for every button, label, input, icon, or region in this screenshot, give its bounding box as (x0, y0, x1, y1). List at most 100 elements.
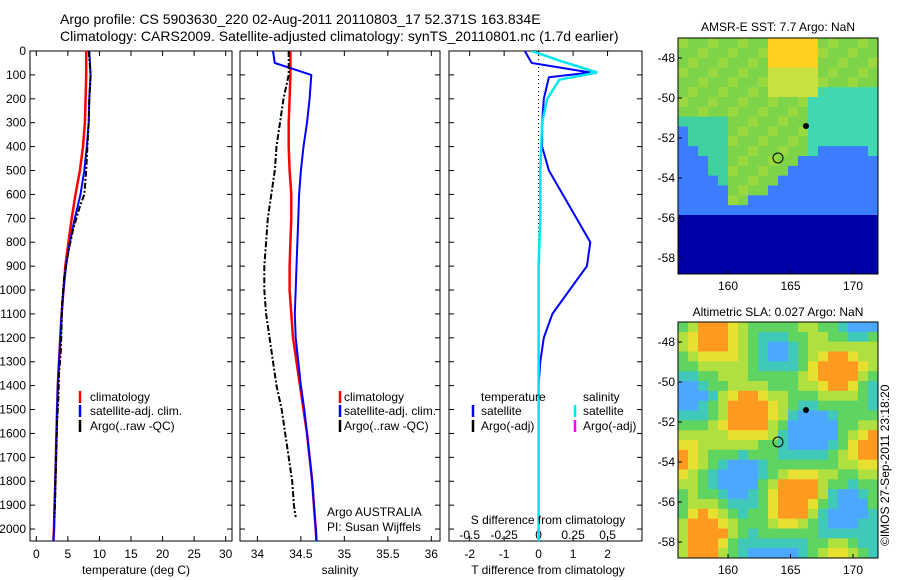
y-tick-label: 100 (6, 68, 26, 82)
map-cell (748, 322, 759, 333)
y-tick-label: -58 (658, 535, 676, 549)
map-cell (798, 116, 809, 127)
map-cell (828, 479, 839, 490)
map-cell (848, 331, 859, 343)
island-marker (803, 407, 809, 413)
map-cell (758, 440, 769, 451)
map-cell (818, 410, 829, 421)
map-cell (778, 215, 789, 226)
map-cell (828, 331, 839, 343)
map-cell (698, 479, 709, 490)
map-cell (758, 410, 769, 421)
map-cell (788, 489, 799, 500)
map-cell (678, 234, 689, 245)
map-cell (858, 87, 869, 98)
map-cell (788, 38, 799, 49)
map-cell (768, 548, 779, 558)
map-cell (748, 548, 759, 558)
map-cell (848, 215, 859, 226)
map-cell (848, 400, 859, 411)
map-cell (868, 87, 878, 98)
map-cell (728, 205, 739, 216)
map-cell (708, 440, 719, 451)
map-cell (718, 254, 729, 265)
map-cell (868, 244, 878, 255)
map-cell (678, 518, 689, 529)
map-cell (698, 508, 709, 520)
map-cell (758, 156, 769, 167)
map-cell (728, 499, 739, 510)
series-argo (53, 51, 92, 518)
map-cell (718, 341, 729, 352)
map-cell (748, 224, 759, 236)
series-temperature-satellite (523, 51, 592, 541)
map-cell (718, 67, 729, 78)
map-cell (748, 440, 759, 451)
map-cell (688, 351, 699, 362)
map-cell (828, 57, 839, 68)
map-cell (858, 400, 869, 411)
map-cell (808, 38, 819, 49)
map-cell (698, 185, 709, 196)
map-cell (868, 459, 878, 470)
map-cell (708, 518, 719, 529)
x-tick-label: 25 (187, 547, 201, 561)
map-cell (748, 156, 759, 167)
map-cell (738, 77, 749, 88)
map-cell (838, 351, 849, 362)
salinity-panel: 34 34.5 35 35.5 36 (239, 50, 441, 561)
map-cell (798, 371, 809, 382)
map-cell (818, 449, 829, 461)
map-cell (758, 116, 769, 127)
map-cell (738, 361, 749, 372)
map-cell (788, 341, 799, 352)
map-cell (808, 489, 819, 500)
map-cell (738, 322, 749, 333)
x-tick-label: 165 (780, 279, 800, 293)
map-cell (708, 331, 719, 343)
map-cell (808, 420, 819, 431)
map-cell (688, 440, 699, 451)
map-cell (838, 508, 849, 520)
y-tick-label: 0 (19, 44, 26, 58)
map-cell (758, 322, 769, 333)
y-tick-label: -56 (658, 495, 676, 509)
map-cell (738, 400, 749, 411)
map-cell (768, 165, 779, 177)
map-cell (798, 331, 809, 343)
map-cell (788, 77, 799, 88)
map-cell (728, 165, 739, 177)
map-cell (788, 254, 799, 265)
map-cell (848, 479, 859, 490)
map-cell (778, 499, 789, 510)
map-cell (768, 215, 779, 226)
map-cell (858, 371, 869, 382)
map-cell (798, 518, 809, 529)
map-cell (808, 499, 819, 510)
map-cell (708, 224, 719, 236)
map-cell (808, 449, 819, 461)
map-cell (798, 479, 809, 490)
map-cell (718, 47, 729, 59)
map-cell (738, 499, 749, 510)
map-cell (718, 331, 729, 343)
map-cell (708, 390, 719, 402)
map-cell (788, 449, 799, 461)
map-cell (758, 67, 769, 78)
map-cell (798, 430, 809, 441)
map-cell (788, 165, 799, 177)
map-cell (828, 254, 839, 265)
map-cell (748, 390, 759, 402)
map-cell (688, 57, 699, 68)
map-cell (808, 528, 819, 539)
map-cell (688, 116, 699, 127)
map-cell (838, 361, 849, 372)
map-cell (728, 351, 739, 362)
map-cell (718, 518, 729, 529)
legend-label-climatology: climatology (90, 390, 150, 404)
map-cell (868, 341, 878, 352)
map-cell (858, 351, 869, 362)
map-cell (738, 224, 749, 236)
map-cell (768, 47, 779, 59)
map-cell (858, 548, 869, 558)
